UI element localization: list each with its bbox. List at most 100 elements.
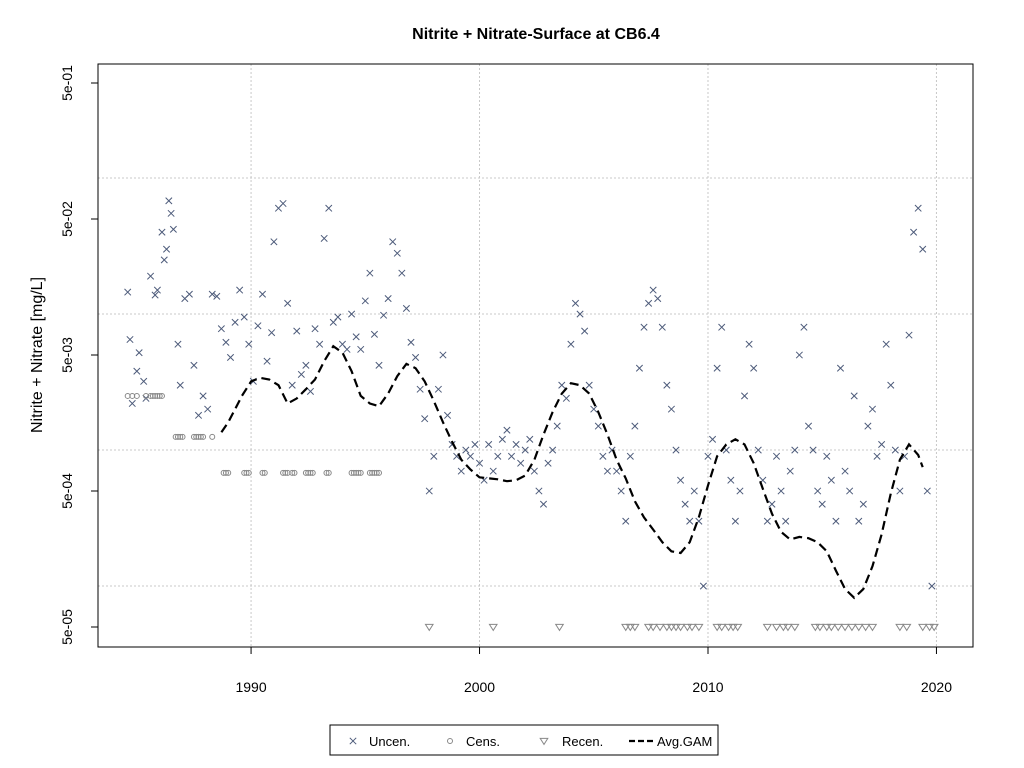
x-stroke xyxy=(836,364,845,372)
x-stroke xyxy=(521,446,529,454)
uncensored-point xyxy=(226,353,235,361)
uncensored-point xyxy=(791,446,799,454)
recensored-point xyxy=(854,623,864,632)
x-stroke xyxy=(302,361,310,369)
x-stroke xyxy=(613,467,621,475)
uncensored-point xyxy=(217,325,225,333)
uncensored-point xyxy=(133,367,141,375)
x-stroke xyxy=(777,487,785,495)
recensored-point xyxy=(662,623,672,632)
uncensored-point xyxy=(864,422,872,430)
uncensored-point xyxy=(923,487,931,495)
uncensored-point xyxy=(814,487,822,495)
x-stroke xyxy=(599,452,607,460)
uncensored-point xyxy=(772,452,781,460)
uncensored-point xyxy=(316,340,324,348)
uncensored-point xyxy=(190,361,198,369)
legend-item: Avg.GAM xyxy=(629,734,712,749)
legend-item: Recen. xyxy=(539,734,603,749)
uncensored-point xyxy=(240,313,248,321)
uncensored-point xyxy=(128,399,136,408)
x-stroke xyxy=(231,318,239,326)
uncensored-point xyxy=(891,446,899,454)
x-stroke xyxy=(240,313,248,321)
x-stroke xyxy=(740,392,749,400)
recensored-point xyxy=(694,623,704,632)
recensored-point xyxy=(712,623,722,632)
x-stroke xyxy=(512,440,520,448)
recensored-point xyxy=(687,623,697,632)
x-stroke xyxy=(402,304,410,312)
x-stroke xyxy=(562,394,570,402)
recensored-point xyxy=(790,623,800,632)
legend-censored-symbol xyxy=(447,738,453,744)
uncensored-point xyxy=(800,323,808,331)
censored-point xyxy=(289,469,296,476)
x-stroke xyxy=(622,517,630,525)
recensored-point xyxy=(847,623,857,632)
uncensored-point xyxy=(521,446,529,454)
x-stroke xyxy=(736,487,744,495)
x-stroke xyxy=(297,370,305,378)
x-stroke xyxy=(855,517,863,525)
uncensored-point xyxy=(222,338,230,346)
x-stroke xyxy=(213,292,221,300)
uncensored-point xyxy=(594,422,602,430)
x-stroke xyxy=(475,459,484,467)
recensored-point xyxy=(488,623,498,632)
uncensored-point xyxy=(384,295,392,303)
x-stroke xyxy=(316,340,324,348)
uncensored-point xyxy=(185,290,193,298)
x-stroke xyxy=(672,446,680,454)
x-stroke xyxy=(553,422,561,430)
uncensored-point xyxy=(153,286,161,294)
x-stroke xyxy=(135,349,143,357)
uncensored-point xyxy=(635,364,644,372)
uncensored-point xyxy=(654,295,662,303)
uncensored-point xyxy=(859,500,867,508)
uncensored-point xyxy=(754,446,762,454)
x-stroke xyxy=(645,299,653,307)
x-stroke xyxy=(236,286,244,294)
recensored-point xyxy=(630,623,640,632)
x-stroke xyxy=(709,435,717,443)
x-stroke xyxy=(539,500,548,508)
x-stroke xyxy=(208,290,216,298)
x-stroke xyxy=(434,385,442,393)
legend-item: Uncen. xyxy=(349,734,410,749)
censored-point xyxy=(376,469,383,476)
x-stroke xyxy=(284,299,292,307)
x-stroke xyxy=(293,327,301,335)
recensored-point xyxy=(867,623,878,632)
censored-point xyxy=(209,433,216,440)
censored-point xyxy=(261,469,268,476)
x-stroke xyxy=(389,238,397,246)
legend-item: Cens. xyxy=(447,734,500,749)
x-stroke xyxy=(804,422,813,430)
gam-curve xyxy=(220,344,924,600)
x-stroke xyxy=(603,467,612,475)
x-stroke xyxy=(334,313,342,321)
uncensored-point xyxy=(530,467,538,475)
uncensored-point xyxy=(160,256,168,264)
x-stroke xyxy=(754,446,762,454)
legend-box xyxy=(329,724,719,756)
recensored-point xyxy=(648,623,658,632)
recensored-point xyxy=(783,623,793,632)
recensored-point xyxy=(860,623,871,632)
x-stroke xyxy=(891,446,899,454)
x-stroke xyxy=(222,338,230,346)
x-stroke xyxy=(832,517,840,525)
x-stroke xyxy=(151,291,159,299)
uncensored-point xyxy=(626,452,634,460)
uncensored-point xyxy=(731,517,739,525)
uncensored-point xyxy=(782,517,790,525)
recensored-point xyxy=(902,623,912,632)
uncensored-point xyxy=(590,405,598,413)
uncensored-point xyxy=(786,467,794,475)
uncensored-point xyxy=(503,426,511,434)
recensored-point xyxy=(554,623,565,632)
x-stroke xyxy=(704,452,712,460)
uncensored-point xyxy=(348,310,356,318)
uncensored-point xyxy=(709,435,717,443)
